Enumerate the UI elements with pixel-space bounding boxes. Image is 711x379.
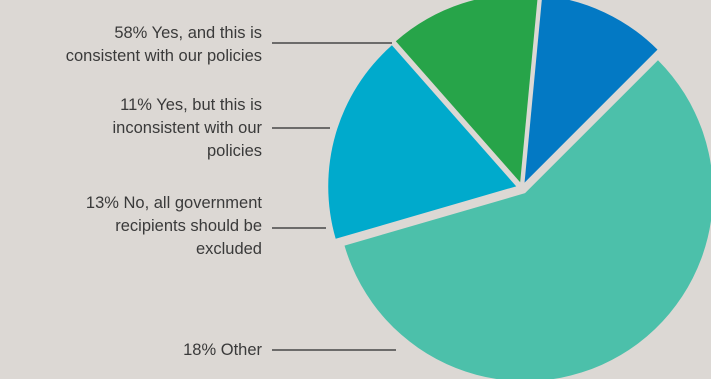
slice-label-line: recipients should be	[115, 217, 262, 235]
pie-slice-3	[524, 0, 658, 183]
pie-slice-0	[344, 60, 711, 379]
slice-label-line: excluded	[196, 240, 262, 258]
slice-label-line: 58% Yes, and this is	[114, 24, 262, 42]
pie-slice-2	[395, 0, 538, 183]
slice-label-line: 13% No, all government	[86, 194, 263, 212]
pie-labels: 58% Yes, and this is consistent with our …	[66, 24, 396, 359]
slice-label-line: 11% Yes, but this is	[120, 96, 262, 114]
slice-label-3: 11% Yes, but this is inconsistent with ou…	[113, 96, 263, 160]
slice-label-line: consistent with our policies	[66, 47, 262, 65]
pie-slices	[328, 0, 711, 379]
slice-label-0: 58% Yes, and this is consistent with our …	[66, 24, 262, 65]
slice-label-line: inconsistent with our	[113, 119, 263, 137]
slice-label-line: policies	[207, 142, 262, 160]
pie-slice-1	[328, 45, 517, 239]
slice-label-2: 13% No, all government recipients should …	[86, 194, 263, 258]
slice-label-1: 18% Other	[183, 341, 262, 359]
slice-label-line: 18% Other	[183, 341, 262, 359]
